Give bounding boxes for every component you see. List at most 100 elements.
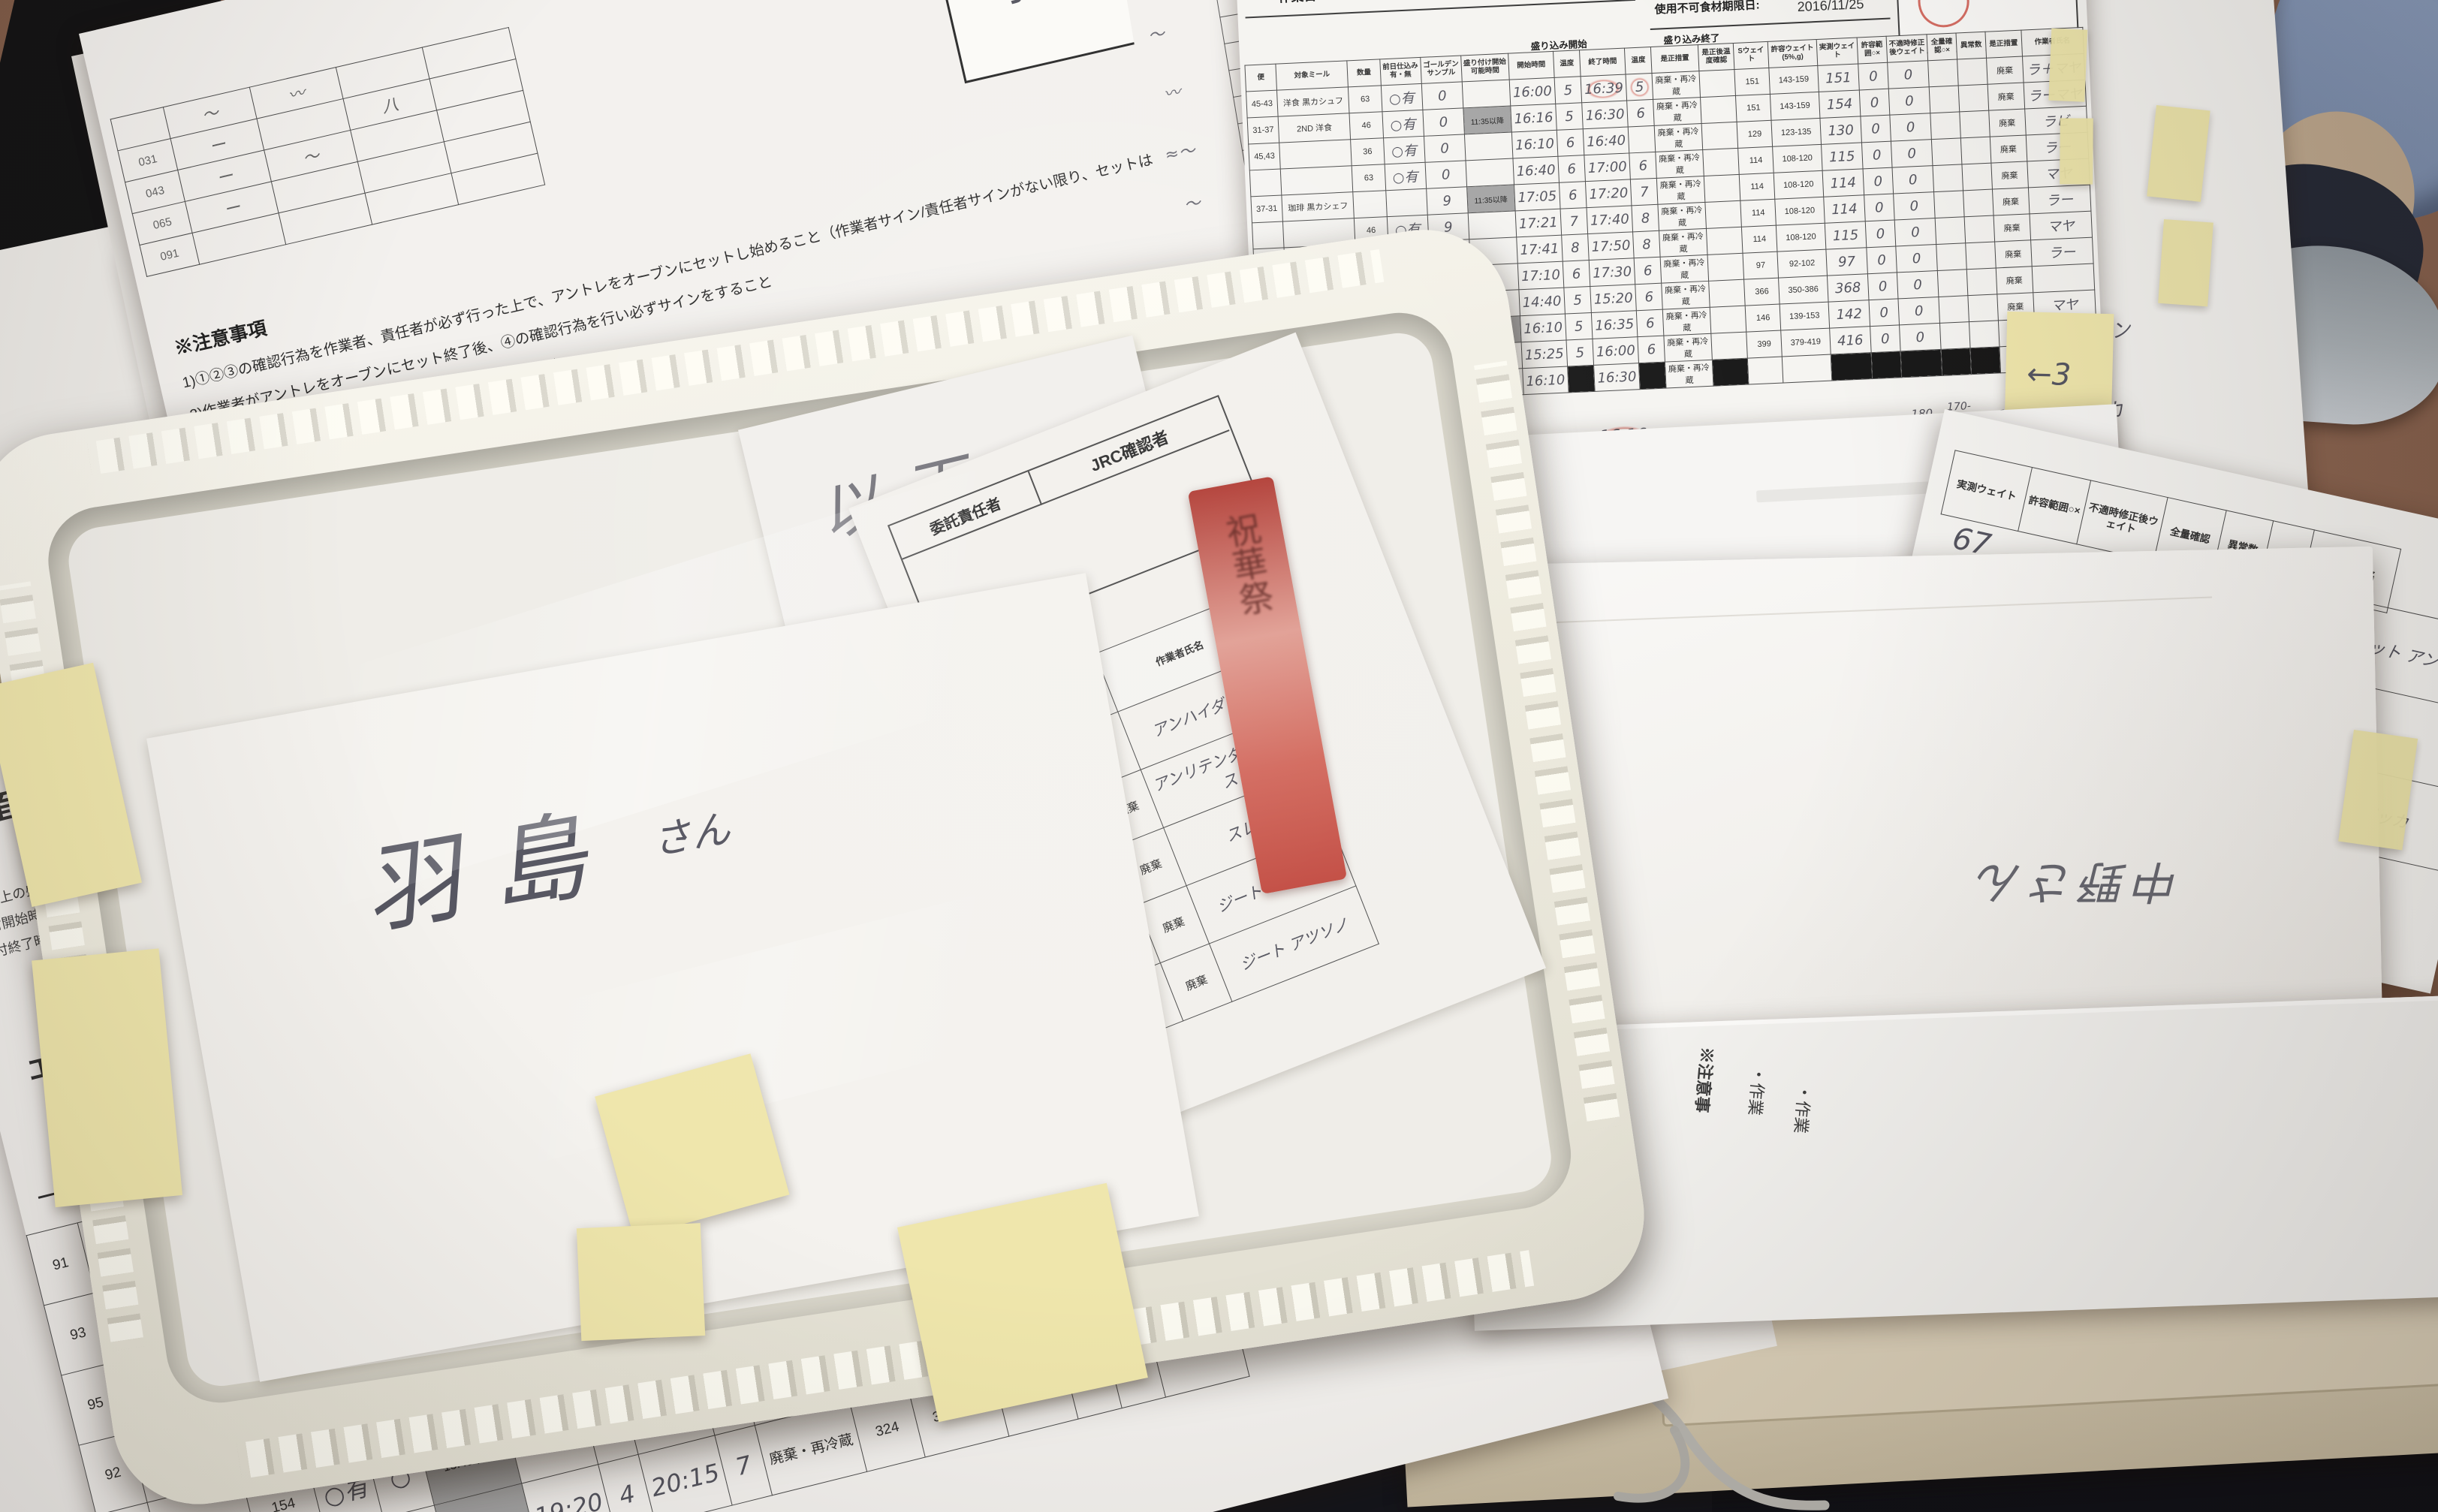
table-cell: 8 (1632, 204, 1659, 232)
table-cell: ○有 (1383, 136, 1425, 164)
table-cell: 115 (1821, 142, 1864, 171)
table-cell (1712, 358, 1749, 387)
table-cell: 廃棄・再冷蔵 (1662, 307, 1711, 336)
table-cell: 16:16 (1510, 104, 1557, 133)
table-cell (1963, 189, 1993, 217)
table-cell: 9 (1426, 186, 1469, 215)
table-cell: 2ND 洋食 (1278, 113, 1351, 143)
column-header: 不適時修正後ウェイト (2076, 480, 2168, 562)
table-cell: 廃棄 (1996, 266, 2033, 294)
table-cell (1706, 227, 1743, 255)
table-cell: 6 (1627, 99, 1655, 127)
table-cell: 廃棄 (1994, 239, 2032, 268)
table-cell: 0 (1893, 191, 1936, 221)
table-cell: 廃棄 (1987, 83, 2025, 111)
table-cell (1966, 267, 1997, 296)
table-cell: 0 (1894, 218, 1936, 246)
table-cell: 114 (1739, 173, 1775, 201)
table-cell: 0 (1865, 220, 1896, 248)
table-cell: 16:39 (1580, 74, 1628, 103)
table-cell (1628, 125, 1656, 153)
table-cell: 8 (1561, 233, 1590, 262)
table-cell: 0 (1888, 86, 1930, 116)
column-header: 対象ミール (1276, 60, 1349, 91)
table-cell: 0 (1859, 89, 1890, 116)
table-cell (1933, 190, 1965, 218)
table-cell: 5 (1564, 286, 1592, 315)
table-cell: 0 (1421, 81, 1463, 110)
table-cell: 廃棄 (1993, 213, 2031, 242)
column-header: 許容ウェイト(5%,g) (1767, 39, 1818, 68)
sticky-handwriting: ←3 (2026, 357, 2072, 393)
table-cell (1465, 158, 1514, 187)
table-cell: 63 (1348, 85, 1382, 113)
table-cell: 16:10 (1522, 366, 1569, 395)
table-cell: 143-159 (1768, 65, 1819, 95)
table-cell: 17:00 (1584, 152, 1631, 182)
table-cell: 154 (1819, 89, 1861, 119)
column-header: 全量確認○× (1927, 33, 1957, 61)
yellow-tape (2158, 219, 2213, 307)
red-stamp (1912, 0, 1975, 34)
table-cell: 0 (1899, 323, 1942, 351)
table-cell: 17:21 (1514, 209, 1562, 237)
table-cell: 17:40 (1586, 205, 1634, 234)
table-cell: 0 (1870, 324, 1901, 353)
underline (1650, 17, 1891, 31)
table-cell (1970, 346, 2001, 375)
expiry-date: 2016/11/25 (1797, 0, 1864, 15)
table-cell: 16:40 (1512, 156, 1560, 185)
column-header: 便 (1244, 64, 1277, 92)
table-cell: 17:05 (1514, 182, 1561, 211)
table-cell: 0 (1891, 139, 1933, 168)
table-cell: 17:20 (1585, 179, 1632, 208)
table-cell (1960, 137, 1991, 164)
table-cell: 123-135 (1770, 118, 1822, 147)
table-cell: 廃棄 (1992, 187, 2030, 216)
table-cell: 151 (1734, 68, 1770, 96)
table-cell: 廃棄・再冷蔵 (1654, 123, 1703, 152)
table-cell: 350-386 (1778, 276, 1828, 305)
table-cell (1958, 84, 1989, 112)
table-cell: 廃棄 (1986, 56, 2024, 85)
table-cell: ○有 (1384, 162, 1427, 191)
table-cell: 6 (1635, 283, 1663, 311)
table-cell (1964, 215, 1995, 243)
table-cell: 6 (1557, 128, 1584, 157)
table-cell: 114 (1822, 168, 1864, 197)
work-date-label: 作業日: (1278, 0, 1321, 5)
table-cell: 108-120 (1772, 144, 1822, 173)
table-cell (1701, 122, 1739, 150)
table-cell (1702, 148, 1740, 176)
table-cell: 17:30 (1589, 258, 1636, 287)
table-cell (1935, 216, 1966, 245)
column-header: 不適時修正後ウェイト (1885, 34, 1928, 63)
table-cell: 5 (1565, 312, 1593, 341)
table-cell: 45,43 (1248, 143, 1281, 170)
table-cell: 108-120 (1774, 197, 1825, 226)
table-cell: 6 (1638, 336, 1665, 363)
table-cell: 17:50 (1587, 231, 1635, 261)
table-cell: 15:20 (1590, 284, 1637, 313)
rotated-note-line: ・作業 (1791, 1083, 1814, 1134)
column-header: Sウェイト (1733, 41, 1769, 70)
table-cell (1567, 365, 1595, 393)
table-cell: 16:30 (1593, 363, 1641, 392)
rotated-note-line: ・作業 (1745, 1065, 1769, 1117)
column-header: 前日仕込み有・無 (1379, 57, 1422, 86)
table-cell (1930, 111, 1961, 140)
table-cell: 16:00 (1592, 336, 1639, 366)
table-cell: 廃棄 (1990, 161, 2028, 190)
table-cell (1927, 59, 1959, 87)
table-cell: 7 (1630, 178, 1659, 206)
table-cell (1957, 58, 1988, 86)
table-cell: 6 (1563, 260, 1590, 288)
table-cell: 108-120 (1776, 223, 1826, 252)
table-cell: 廃棄・再冷蔵 (1653, 97, 1701, 126)
table-cell: 15:25 (1520, 340, 1568, 369)
table-cell: 0 (1864, 194, 1895, 221)
table-cell: 114 (1823, 194, 1866, 224)
table-cell: 108-120 (1774, 170, 1824, 200)
handwritten-signature: 羽鳥 (992, 0, 1087, 16)
table-cell (1932, 164, 1963, 192)
